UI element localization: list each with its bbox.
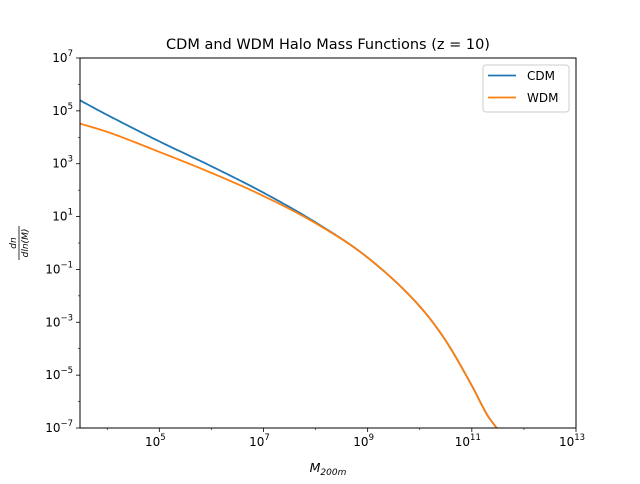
y-tick-label-exp: −5 (60, 366, 73, 376)
x-tick-label-exp: 9 (369, 433, 374, 443)
x-axis-label-sub: 200m (320, 468, 346, 478)
x-tick-label-exp: 7 (264, 433, 269, 443)
chart-title: CDM and WDM Halo Mass Functions (z = 10) (166, 37, 490, 53)
x-tick-label: 107 (249, 433, 270, 449)
y-tick-label-base: 10 (45, 368, 60, 382)
y-tick-label-base: 10 (45, 262, 60, 276)
legend: CDM WDM (482, 64, 570, 113)
x-axis: 105 107 109 1011 1013 (106, 428, 585, 449)
x-tick-label: 109 (353, 433, 374, 449)
y-axis-label: dn dln(M) (9, 226, 31, 260)
x-tick-label-base: 10 (353, 435, 368, 449)
y-tick-label: 10−7 (45, 419, 73, 435)
x-tick-label: 105 (145, 433, 166, 449)
x-tick-label-exp: 5 (160, 433, 165, 443)
y-tick-label-exp: 5 (68, 102, 73, 112)
y-tick-label-base: 10 (52, 51, 67, 65)
y-tick-label-exp: −3 (60, 313, 73, 323)
y-tick-label-base: 10 (52, 157, 67, 171)
y-tick-label: 107 (52, 49, 73, 65)
legend-label-cdm: CDM (527, 69, 555, 83)
y-tick-label: 101 (52, 208, 73, 224)
plot-frame (79, 57, 577, 429)
legend-box (482, 64, 570, 113)
legend-label-wdm: WDM (527, 91, 558, 105)
x-tick-label-base: 10 (249, 435, 264, 449)
y-tick-label: 105 (52, 102, 73, 118)
x-axis-label-base: M (310, 460, 321, 475)
y-tick-label-exp: 1 (68, 208, 73, 218)
series-line-wdm (80, 122, 498, 428)
y-tick-label: 10−1 (45, 260, 73, 276)
y-tick-label-base: 10 (45, 315, 60, 329)
y-tick-label-exp: 3 (68, 155, 73, 165)
y-tick-label: 10−5 (45, 366, 73, 382)
y-tick-label-base: 10 (52, 210, 67, 224)
y-tick-label-exp: −1 (60, 260, 73, 270)
x-tick-label-base: 10 (455, 435, 470, 449)
x-tick-label: 1011 (455, 433, 481, 449)
y-tick-label-base: 10 (52, 104, 67, 118)
y-tick-label: 10−3 (45, 313, 73, 329)
y-tick-label-exp: −7 (60, 419, 73, 429)
y-axis-label-numerator: dn (9, 237, 19, 249)
y-tick-label-base: 10 (45, 421, 60, 435)
x-tick-label-exp: 11 (470, 433, 481, 443)
y-axis-label-denominator: dln(M) (21, 229, 31, 258)
x-tick-label-exp: 13 (574, 433, 585, 443)
series-line-cdm (80, 99, 498, 428)
x-tick-label-base: 10 (559, 435, 574, 449)
y-tick-label: 103 (52, 155, 73, 171)
series-lines (80, 99, 498, 428)
x-axis-label: M200m (310, 460, 347, 478)
y-tick-label-exp: 7 (68, 49, 73, 59)
x-tick-label-base: 10 (145, 435, 160, 449)
x-tick-label: 1013 (559, 433, 585, 449)
